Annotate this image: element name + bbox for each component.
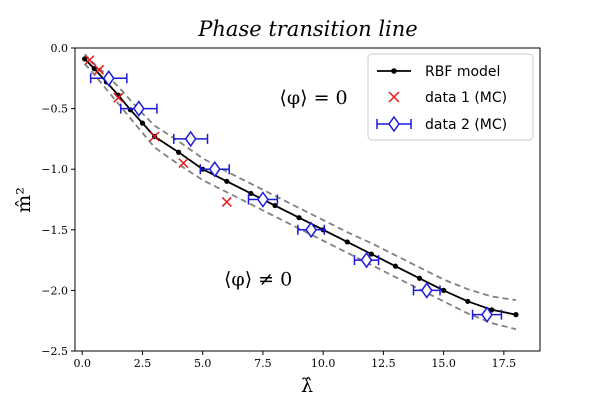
data-2-point: [412, 282, 441, 299]
dashed-band-line-2: [83, 63, 517, 331]
legend: RBF model data 1 (MC) data 2 (MC): [367, 53, 534, 141]
data-2-point: [353, 251, 380, 269]
rbf-model-point: [392, 263, 399, 269]
x-tick-label: 15.0: [431, 357, 456, 370]
annotation-symmetric-phase: ⟨φ⟩ = 0: [279, 87, 347, 109]
data-2-point: [89, 70, 128, 87]
dashed-band-line-1: [83, 53, 517, 301]
rbf-model-point: [441, 287, 447, 293]
rbf-model-point: [465, 298, 471, 304]
x-tick-label: 17.5: [492, 357, 517, 370]
data-2-diamond: [102, 70, 115, 87]
y-tick-label: −2.0: [41, 284, 68, 297]
rbf-model-point: [176, 149, 182, 155]
data-2-diamond: [481, 306, 493, 323]
y-axis: 0.0 −0.5 −1.0 −1.5 −2.0 −2.5: [41, 42, 75, 358]
data-2-point: [247, 191, 279, 208]
legend-item-rbf-model: RBF model: [377, 64, 500, 80]
data-1-point: [178, 158, 189, 169]
data-2-point: [199, 160, 230, 178]
y-tick-label: −0.5: [41, 103, 68, 116]
data-2-diamond: [132, 100, 145, 117]
rbf-model-point: [139, 120, 146, 126]
legend-item-data-2: data 2 (MC): [376, 115, 507, 133]
data-1-point-stroke: [221, 196, 232, 207]
legend-box: [367, 53, 534, 141]
legend-label-rbf: RBF model: [425, 64, 500, 80]
chart-title: Phase transition line: [197, 17, 417, 41]
rbf-model-point: [224, 178, 230, 184]
data-1-point-stroke: [84, 55, 95, 66]
y-tick-label: −1.0: [41, 163, 68, 176]
data-2-point: [297, 221, 326, 239]
rbf-model-point: [296, 215, 302, 221]
data-2-diamond: [360, 251, 373, 269]
data-1-point-stroke: [113, 92, 124, 103]
x-tick-label: 12.5: [371, 357, 396, 370]
data-1-point: [149, 131, 160, 142]
data-2-diamond: [208, 160, 221, 178]
data-1-point: [221, 196, 232, 207]
legend-item-data-1: data 1 (MC): [388, 90, 507, 106]
data-1-point-stroke: [94, 64, 105, 75]
x-tick-label: 7.5: [254, 357, 272, 370]
legend-marker-rbf: [391, 68, 397, 74]
data-2-point: [471, 306, 503, 323]
data-2-point: [120, 100, 158, 117]
data-2-point: [173, 130, 209, 148]
x-tick-label: 10.0: [311, 357, 336, 370]
y-tick-label: −1.5: [41, 224, 68, 237]
data-1-point-stroke: [178, 158, 189, 169]
legend-marker-x: [388, 91, 400, 103]
data-2-diamond: [305, 221, 318, 239]
x-tick-label: 0.0: [73, 357, 91, 370]
rbf-model-point: [248, 190, 254, 197]
rbf-model-point: [416, 275, 423, 281]
data-2-diamond: [420, 282, 433, 299]
x-tick-label: 2.5: [134, 357, 152, 370]
y-tick-label: −2.5: [41, 345, 68, 358]
annotation-broken-phase: ⟨φ⟩ ≠ 0: [224, 269, 292, 291]
data-2-diamond: [184, 130, 197, 148]
x-axis-label: λ̂: [301, 375, 313, 397]
data-1-point: [94, 64, 105, 75]
x-axis: 0.0 2.5 5.0 7.5 10.0 12.5 15.0 17.5: [73, 351, 516, 370]
rbf-model-point: [272, 202, 278, 209]
rbf-model-point: [368, 251, 374, 257]
data-1-point: [113, 92, 124, 103]
rbf-model-point: [344, 239, 350, 245]
rbf-model-point: [489, 307, 495, 313]
y-tick-label: 0.0: [51, 42, 69, 55]
legend-marker-diamond: [388, 115, 400, 133]
data-2-diamond: [257, 191, 269, 208]
data-1-point-stroke: [149, 131, 160, 142]
y-axis-label: m̂²: [13, 187, 35, 213]
data-1-point: [84, 55, 95, 66]
legend-label-data-2: data 2 (MC): [425, 117, 507, 133]
legend-label-data-1: data 1 (MC): [425, 90, 507, 106]
x-tick-label: 5.0: [194, 357, 212, 370]
rbf-model-point: [513, 312, 519, 318]
plot-frame: [74, 47, 541, 352]
plot-area: [82, 53, 519, 331]
